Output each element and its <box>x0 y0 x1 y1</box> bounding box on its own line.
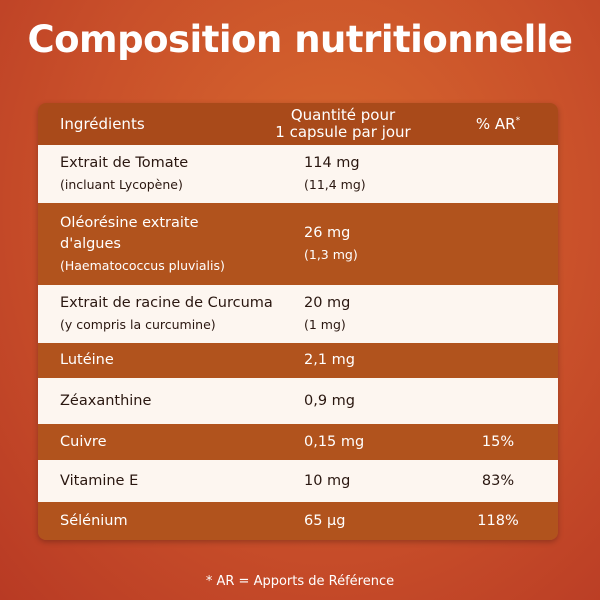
column-header-line: Quantité pour <box>290 106 396 124</box>
quantity: 65 µg <box>304 511 346 532</box>
ingredient: Oléorésine extraite d'algues (Haematococcu… <box>60 213 225 276</box>
table-row: Zéaxanthine 0,9 mg <box>38 378 558 424</box>
ingredient-line: Vitamine E <box>60 472 139 489</box>
quantity: 2,1 mg <box>304 350 355 371</box>
quantity: 10 mg <box>304 471 350 492</box>
column-header: Quantité pour 1 capsule par jour <box>258 107 428 141</box>
table-row: Extrait de racine de Curcuma (y compris l… <box>38 285 558 343</box>
quantity-line: (11,4 mg) <box>304 177 366 192</box>
table-row: Oléorésine extraite d'algues (Haematococcu… <box>38 203 558 285</box>
title: Composition nutritionnelle <box>27 18 573 61</box>
quantity-line: 26 mg <box>304 225 351 241</box>
ingredient-line: Lutéine <box>60 352 114 368</box>
ingredient-line: Zéaxanthine <box>60 392 152 409</box>
ingredient-line: Extrait de racine de Curcuma <box>60 295 273 311</box>
table-row: Cuivre 0,15 mg 15% <box>38 424 558 460</box>
quantity-line: 0,9 mg <box>304 392 355 409</box>
footnote: * AR = Apports de Référence <box>205 574 395 589</box>
table-row: Vitamine E 10 mg 83% <box>38 460 558 502</box>
quantity-line: 0,15 mg <box>304 433 365 450</box>
column-header: Ingrédients <box>60 114 145 133</box>
table-row: Lutéine 2,1 mg <box>38 343 558 378</box>
quantity-line: (1,3 mg) <box>304 247 358 262</box>
quantity: 114 mg (11,4 mg) <box>304 153 366 195</box>
ingredient: Extrait de racine de Curcuma (y compris l… <box>60 293 273 335</box>
quantity-line: 114 mg <box>304 155 360 171</box>
column-header-sup: * <box>515 116 521 126</box>
ingredient: Lutéine <box>60 350 114 371</box>
table-row: Sélénium 65 µg 118% <box>38 502 558 540</box>
nutrition-table: Ingrédients Quantité pour 1 capsule par jo… <box>38 103 558 540</box>
table-row: Extrait de Tomate (incluant Lycopène) 114 … <box>38 145 558 203</box>
quantity-line: 65 µg <box>304 512 346 529</box>
column-header-text: % AR <box>475 115 516 133</box>
quantity-line: (1 mg) <box>304 317 346 332</box>
ingredient: Zéaxanthine <box>60 391 151 412</box>
quantity: 20 mg (1 mg) <box>304 293 350 335</box>
ingredient-line: (y compris la curcumine) <box>60 317 216 332</box>
ingredient-line: Oléorésine extraite <box>60 214 199 231</box>
ingredient-line: (incluant Lycopène) <box>60 177 183 192</box>
ingredient: Extrait de Tomate (incluant Lycopène) <box>60 153 188 195</box>
quantity: 0,15 mg <box>304 432 364 453</box>
ar-value: 15% <box>481 434 515 450</box>
column-header-line: 1 capsule par jour <box>275 123 411 141</box>
ingredient: Cuivre <box>60 432 107 453</box>
quantity: 0,9 mg <box>304 391 355 412</box>
ingredient-line: (Haematococcus pluvialis) <box>60 257 225 273</box>
ingredient-line: Sélénium <box>60 512 128 529</box>
quantity-line: 10 mg <box>304 472 351 489</box>
header-row: Ingrédients Quantité pour 1 capsule par jo… <box>38 103 558 145</box>
quantity-line: 2,1 mg <box>304 352 355 368</box>
quantity-line: 20 mg <box>304 295 351 311</box>
ar-value: 83% <box>481 473 515 489</box>
column-header: % AR* <box>468 115 528 133</box>
ingredient: Vitamine E <box>60 471 138 492</box>
ingredient-line: Extrait de Tomate <box>60 155 189 171</box>
quantity: 26 mg (1,3 mg) <box>304 223 358 265</box>
ingredient-line: d'algues <box>60 235 121 252</box>
ingredient: Sélénium <box>60 511 128 532</box>
ingredient-line: Cuivre <box>60 433 107 450</box>
ar-value: 118% <box>477 513 519 529</box>
